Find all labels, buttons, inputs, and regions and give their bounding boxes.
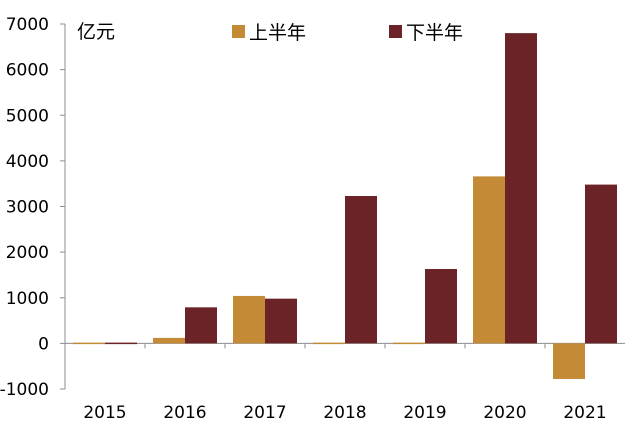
x-tick-label: 2018 [323, 403, 366, 423]
y-tick-label: 7000 [6, 15, 49, 35]
legend-swatch-first-half [232, 25, 245, 38]
bar-first-half-2016 [153, 337, 185, 344]
y-tick-label: 4000 [6, 152, 49, 172]
legend-swatch-second-half [389, 25, 402, 38]
y-tick-label: 0 [38, 334, 49, 354]
x-tick-label: 2020 [483, 403, 526, 423]
bar-first-half-2018 [313, 342, 345, 345]
y-tick-label: 1000 [6, 289, 49, 309]
x-axis: 2015 2016 2017 2018 2019 2020 2021 [65, 342, 625, 423]
bar-second-half-2021 [585, 184, 617, 344]
bar-first-half-2019 [393, 342, 425, 345]
bar-second-half-2015 [105, 342, 137, 345]
x-tick-label: 2017 [243, 403, 286, 423]
bar-first-half-2021 [553, 343, 585, 379]
bar-second-half-2017 [265, 298, 297, 344]
y-tick-label: 2000 [6, 243, 49, 263]
bar-second-half-2018 [345, 196, 377, 344]
bar-second-half-2019 [425, 269, 457, 344]
legend-label-first-half: 上半年 [249, 22, 306, 44]
bar-first-half-2017 [233, 295, 265, 344]
x-tick-label: 2019 [403, 403, 446, 423]
bar-first-half-2020 [473, 176, 505, 344]
legend-label-second-half: 下半年 [406, 22, 463, 44]
bar-second-half-2020 [505, 33, 537, 344]
unit-label: 亿元 [77, 21, 115, 43]
y-tick-label: -1000 [0, 380, 49, 400]
x-tick-label: 2016 [163, 403, 206, 423]
y-tick-label: 5000 [6, 106, 49, 126]
x-tick-label: 2015 [83, 403, 126, 423]
y-axis: 7000 6000 5000 4000 3000 2000 1000 0 -1000 [0, 15, 66, 400]
bars [73, 33, 617, 379]
legend: 上半年 下半年 [232, 22, 463, 44]
x-tick-label: 2021 [563, 403, 606, 423]
y-tick-label: 6000 [6, 61, 49, 81]
bar-first-half-2015 [73, 342, 105, 345]
y-tick-label: 3000 [6, 198, 49, 218]
bar-second-half-2016 [185, 307, 217, 344]
